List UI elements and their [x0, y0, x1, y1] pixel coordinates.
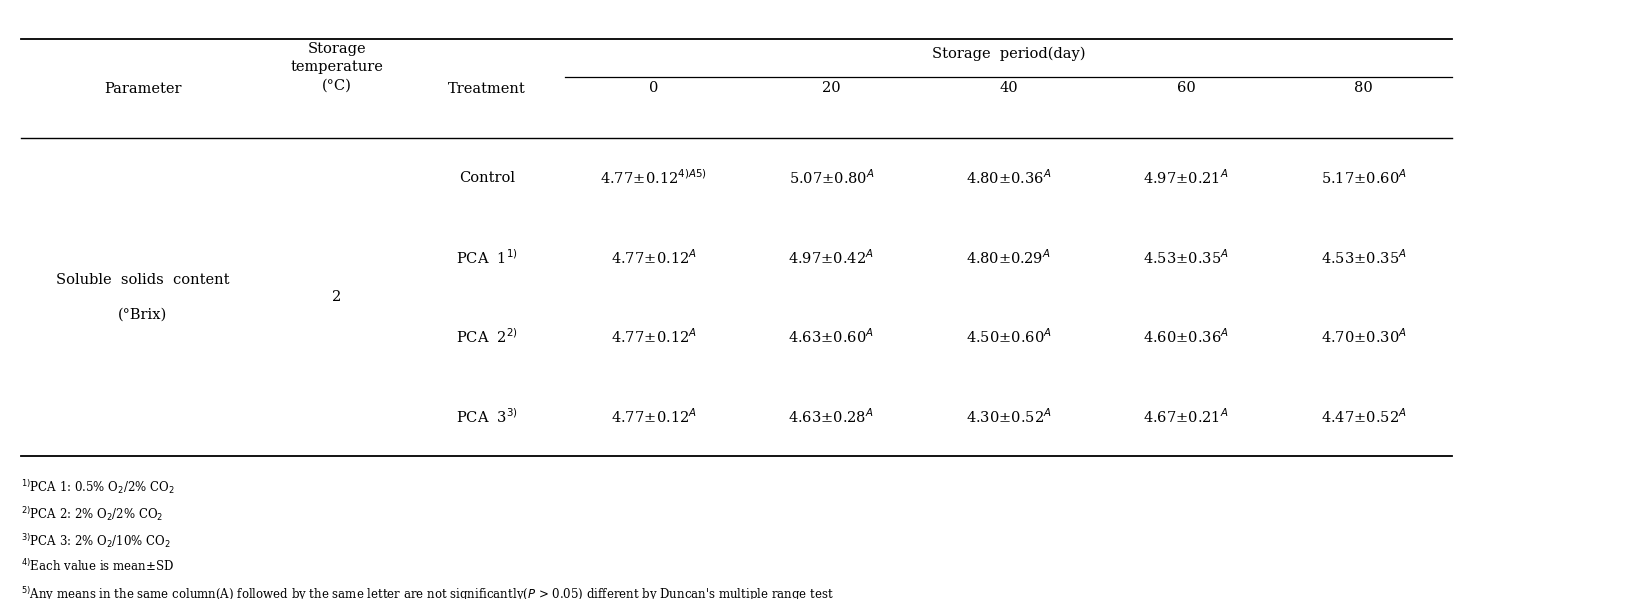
Text: Treatment: Treatment — [448, 81, 525, 96]
Text: 4.53±0.35$^{A}$: 4.53±0.35$^{A}$ — [1144, 248, 1230, 267]
Text: 4.97±0.42$^{A}$: 4.97±0.42$^{A}$ — [788, 248, 874, 267]
Text: 4.77±0.12$^{A}$: 4.77±0.12$^{A}$ — [611, 248, 696, 267]
Text: 4.30±0.52$^{A}$: 4.30±0.52$^{A}$ — [966, 407, 1052, 426]
Text: 4.67±0.21$^{A}$: 4.67±0.21$^{A}$ — [1144, 407, 1230, 426]
Text: (°Brix): (°Brix) — [119, 307, 168, 322]
Text: 4.53±0.35$^{A}$: 4.53±0.35$^{A}$ — [1320, 248, 1407, 267]
Text: Storage
temperature
(°C): Storage temperature (°C) — [290, 42, 384, 92]
Text: 60: 60 — [1177, 81, 1195, 95]
Text: $^{1)}$PCA 1: 0.5% O$_2$/2% CO$_2$: $^{1)}$PCA 1: 0.5% O$_2$/2% CO$_2$ — [21, 478, 174, 496]
Text: Storage  period(day): Storage period(day) — [932, 47, 1085, 62]
Text: 5.17±0.60$^{A}$: 5.17±0.60$^{A}$ — [1320, 169, 1407, 187]
Text: 20: 20 — [821, 81, 841, 95]
Text: PCA  2$^{2)}$: PCA 2$^{2)}$ — [456, 328, 518, 346]
Text: Control: Control — [459, 171, 515, 185]
Text: 80: 80 — [1355, 81, 1373, 95]
Text: 4.70±0.30$^{A}$: 4.70±0.30$^{A}$ — [1320, 328, 1407, 346]
Text: 40: 40 — [999, 81, 1017, 95]
Text: 5.07±0.80$^{A}$: 5.07±0.80$^{A}$ — [788, 169, 874, 187]
Text: 0: 0 — [649, 81, 658, 95]
Text: 4.77±0.12$^{A}$: 4.77±0.12$^{A}$ — [611, 328, 696, 346]
Text: 2: 2 — [332, 291, 341, 304]
Text: 4.50±0.60$^{A}$: 4.50±0.60$^{A}$ — [966, 328, 1052, 346]
Text: 4.63±0.28$^{A}$: 4.63±0.28$^{A}$ — [788, 407, 874, 426]
Text: 4.80±0.36$^{A}$: 4.80±0.36$^{A}$ — [966, 169, 1052, 187]
Text: 4.80±0.29$^{A}$: 4.80±0.29$^{A}$ — [966, 248, 1052, 267]
Text: 4.77±0.12$^{A}$: 4.77±0.12$^{A}$ — [611, 407, 696, 426]
Text: 4.60±0.36$^{A}$: 4.60±0.36$^{A}$ — [1144, 328, 1230, 346]
Text: 4.63±0.60$^{A}$: 4.63±0.60$^{A}$ — [788, 328, 874, 346]
Text: PCA  1$^{1)}$: PCA 1$^{1)}$ — [456, 248, 518, 267]
Text: Parameter: Parameter — [104, 81, 181, 96]
Text: 4.47±0.52$^{A}$: 4.47±0.52$^{A}$ — [1320, 407, 1407, 426]
Text: Soluble  solids  content: Soluble solids content — [56, 273, 229, 287]
Text: PCA  3$^{3)}$: PCA 3$^{3)}$ — [456, 407, 518, 426]
Text: 4.77±0.12$^{4)A5)}$: 4.77±0.12$^{4)A5)}$ — [601, 169, 708, 187]
Text: $^{4)}$Each value is mean$\pm$SD: $^{4)}$Each value is mean$\pm$SD — [21, 558, 174, 574]
Text: $^{2)}$PCA 2: 2% O$_2$/2% CO$_2$: $^{2)}$PCA 2: 2% O$_2$/2% CO$_2$ — [21, 505, 163, 523]
Text: $^{5)}$Any means in the same column(A) followed by the same letter are not signi: $^{5)}$Any means in the same column(A) f… — [21, 585, 835, 599]
Text: $^{3)}$PCA 3: 2% O$_2$/10% CO$_2$: $^{3)}$PCA 3: 2% O$_2$/10% CO$_2$ — [21, 531, 171, 550]
Text: 4.97±0.21$^{A}$: 4.97±0.21$^{A}$ — [1144, 169, 1230, 187]
